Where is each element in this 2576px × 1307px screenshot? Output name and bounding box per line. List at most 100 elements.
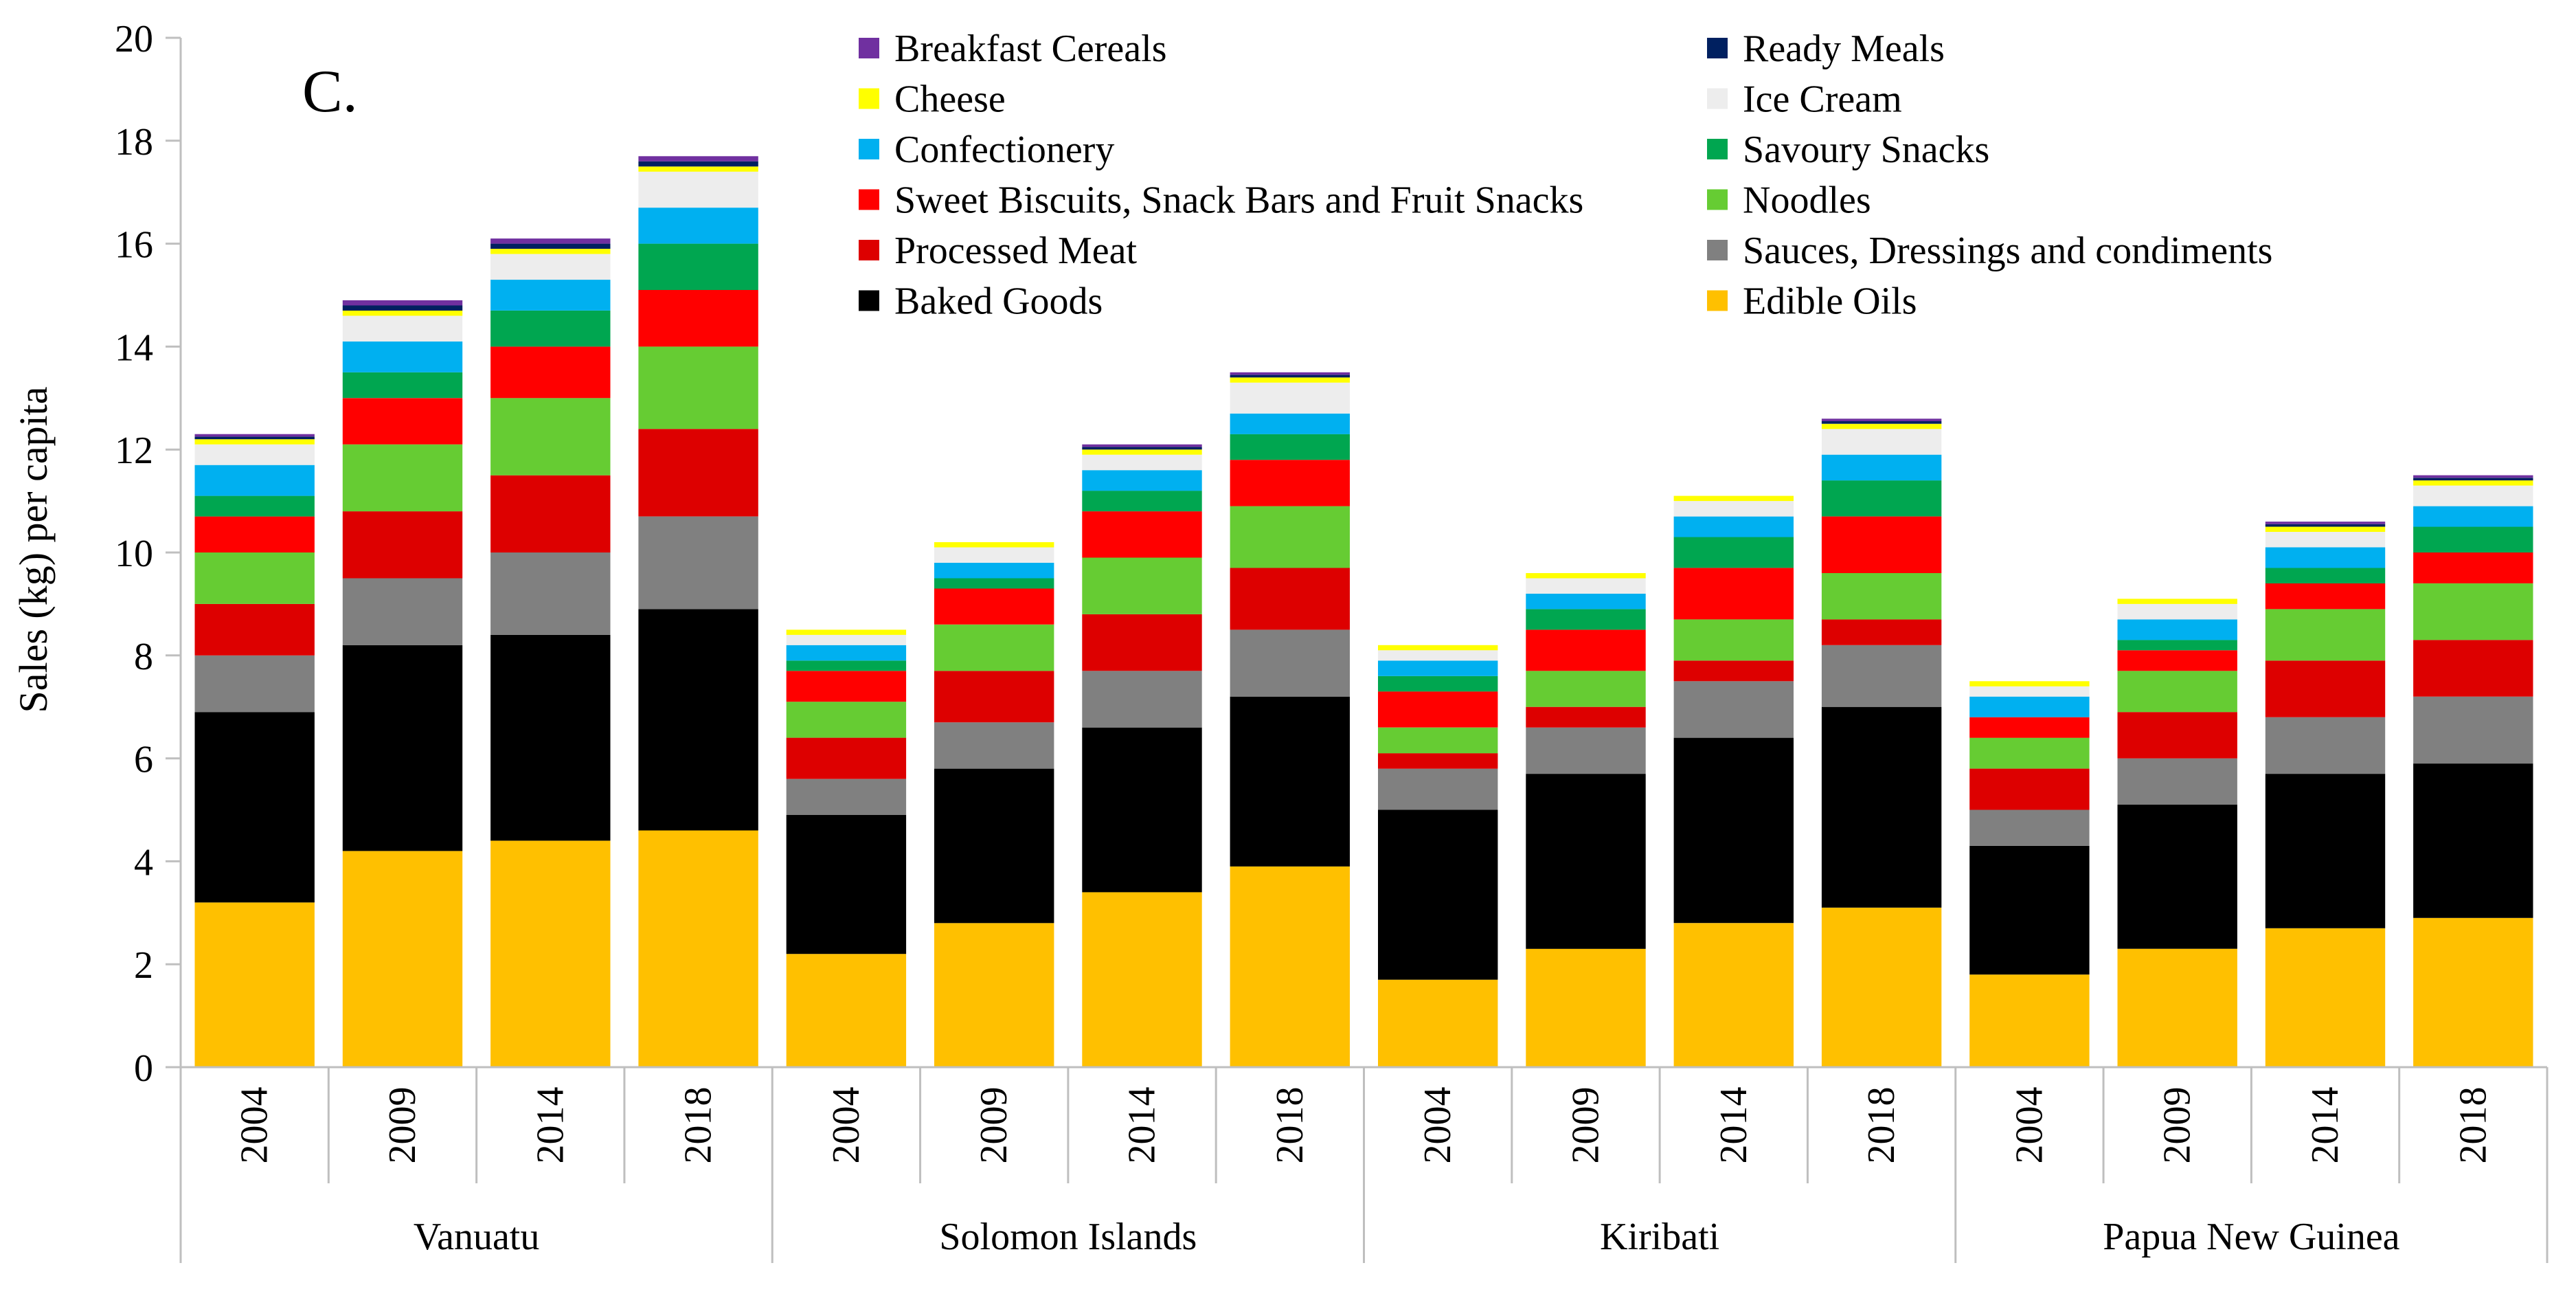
bar-segment-savoury-snacks bbox=[1378, 675, 1498, 692]
bar-segment-sweet-biscuits-snack-bars-and-fruit-snacks bbox=[1082, 511, 1202, 558]
y-axis-title: Sales (kg) per capita bbox=[11, 386, 56, 713]
bar-segment-ready-meals bbox=[1230, 375, 1350, 378]
x-tick-label: 2014 bbox=[2304, 1087, 2347, 1164]
bar-segment-edible-oils bbox=[1821, 907, 1942, 1067]
y-tick-label: 0 bbox=[134, 1047, 153, 1090]
bar-segment-cheese bbox=[1082, 449, 1202, 455]
y-tick-label: 16 bbox=[115, 224, 153, 267]
bar-segment-ready-meals bbox=[1082, 447, 1202, 450]
bar-segment-sweet-biscuits-snack-bars-and-fruit-snacks bbox=[934, 588, 1054, 625]
bar-segment-ready-meals bbox=[2413, 478, 2533, 481]
bar-segment-ice-cream bbox=[786, 634, 907, 645]
legend-label: Processed Meat bbox=[894, 230, 1137, 272]
bar-segment-savoury-snacks bbox=[2265, 568, 2386, 583]
bar-segment-sweet-biscuits-snack-bars-and-fruit-snacks bbox=[786, 671, 907, 702]
bar-segment-sauces-dressings-and-condiments bbox=[1969, 809, 2090, 846]
bar-segment-savoury-snacks bbox=[1082, 491, 1202, 512]
bar-segment-cheese bbox=[490, 249, 611, 254]
x-tick-label: 2018 bbox=[1860, 1087, 1903, 1164]
legend-swatch bbox=[859, 88, 879, 109]
bar-segment-edible-oils bbox=[490, 840, 611, 1067]
bar-segment-cheese bbox=[1378, 645, 1498, 651]
legend-item-sauces-dressings-and-condiments: Sauces, Dressings and condiments bbox=[1707, 230, 2272, 272]
legend-item-confectionery: Confectionery bbox=[859, 129, 1114, 171]
bar-segment-baked-goods bbox=[1230, 696, 1350, 867]
bar-segment-processed-meat bbox=[194, 603, 315, 656]
x-tick-label: 2014 bbox=[1713, 1087, 1755, 1164]
x-tick-label: 2004 bbox=[1416, 1087, 1459, 1164]
bar-segment-ready-meals bbox=[490, 243, 611, 249]
x-tick-label: 2009 bbox=[973, 1087, 1015, 1164]
bar-segment-ice-cream bbox=[934, 547, 1054, 563]
bar-segment-cheese bbox=[934, 542, 1054, 548]
bar-segment-noodles bbox=[1969, 737, 2090, 769]
legend-label: Baked Goods bbox=[894, 280, 1103, 323]
bar-segment-savoury-snacks bbox=[1821, 480, 1942, 517]
legend-item-ice-cream: Ice Cream bbox=[1707, 78, 1902, 121]
bar-segment-sweet-biscuits-snack-bars-and-fruit-snacks bbox=[490, 346, 611, 399]
bar-segment-ready-meals bbox=[638, 161, 758, 167]
bar-segment-baked-goods bbox=[638, 609, 758, 831]
bar-segment-baked-goods bbox=[1821, 706, 1942, 908]
bar-segment-savoury-snacks bbox=[1673, 537, 1794, 568]
bar-segment-ready-meals bbox=[1821, 421, 1942, 424]
bar-segment-savoury-snacks bbox=[490, 311, 611, 347]
bar-segment-ice-cream bbox=[1082, 454, 1202, 471]
bar-segment-baked-goods bbox=[2413, 763, 2533, 918]
bar-segment-baked-goods bbox=[490, 634, 611, 841]
x-group-label: Papua New Guinea bbox=[2103, 1216, 2399, 1258]
bar-segment-ice-cream bbox=[1378, 650, 1498, 661]
bar-segment-sauces-dressings-and-condiments bbox=[1821, 645, 1942, 707]
bar-segment-sweet-biscuits-snack-bars-and-fruit-snacks bbox=[194, 516, 315, 552]
bar-segment-sauces-dressings-and-condiments bbox=[194, 655, 315, 713]
bar-segment-cheese bbox=[1230, 377, 1350, 383]
bar-segment-sauces-dressings-and-condiments bbox=[1230, 629, 1350, 697]
bar-segment-noodles bbox=[2413, 583, 2533, 640]
bar-segment-edible-oils bbox=[1082, 892, 1202, 1067]
bar-segment-cheese bbox=[1821, 423, 1942, 429]
bar-segment-noodles bbox=[194, 552, 315, 604]
bar-segment-noodles bbox=[1821, 573, 1942, 620]
bar-segment-edible-oils bbox=[342, 851, 463, 1067]
bar-segment-confectionery bbox=[638, 208, 758, 244]
legend-label: Ready Meals bbox=[1743, 27, 1945, 70]
bar-segment-savoury-snacks bbox=[2117, 640, 2237, 651]
legend-swatch bbox=[1707, 88, 1728, 109]
bar-segment-ice-cream bbox=[1230, 382, 1350, 414]
bar-segment-cheese bbox=[342, 311, 463, 316]
legend-item-breakfast-cereals: Breakfast Cereals bbox=[859, 27, 1166, 70]
bar-segment-confectionery bbox=[1969, 696, 2090, 717]
bar-segment-breakfast-cereals bbox=[2265, 522, 2386, 524]
legend-swatch bbox=[1707, 189, 1728, 210]
bar-segment-baked-goods bbox=[1969, 845, 2090, 975]
bar-segment-baked-goods bbox=[342, 645, 463, 851]
bar-segment-sauces-dressings-and-condiments bbox=[2265, 717, 2386, 774]
bar-segment-noodles bbox=[1526, 671, 1646, 707]
x-tick-label: 2004 bbox=[2008, 1087, 2050, 1164]
legend-label: Breakfast Cereals bbox=[894, 27, 1166, 70]
bar-segment-breakfast-cereals bbox=[490, 238, 611, 244]
x-tick-label: 2018 bbox=[2452, 1087, 2494, 1164]
x-tick-label: 2009 bbox=[2156, 1087, 2199, 1164]
bar-segment-savoury-snacks bbox=[1526, 609, 1646, 630]
x-tick-label: 2014 bbox=[529, 1087, 572, 1164]
bar-segment-sweet-biscuits-snack-bars-and-fruit-snacks bbox=[342, 398, 463, 445]
bar-segment-sauces-dressings-and-condiments bbox=[2413, 696, 2533, 764]
bar-segment-cheese bbox=[1969, 681, 2090, 686]
bar-segment-noodles bbox=[1673, 619, 1794, 661]
bar-segment-processed-meat bbox=[1230, 568, 1350, 630]
bar-segment-edible-oils bbox=[194, 902, 315, 1067]
bar-segment-sweet-biscuits-snack-bars-and-fruit-snacks bbox=[1969, 717, 2090, 738]
bar-segment-confectionery bbox=[490, 280, 611, 311]
bar-segment-savoury-snacks bbox=[934, 578, 1054, 589]
bar-segment-confectionery bbox=[2117, 619, 2237, 640]
x-tick-label: 2004 bbox=[825, 1087, 868, 1164]
x-tick-label: 2018 bbox=[677, 1087, 720, 1164]
bar-segment-savoury-snacks bbox=[1230, 434, 1350, 460]
x-tick-label: 2018 bbox=[1269, 1087, 1311, 1164]
bar-segment-processed-meat bbox=[342, 511, 463, 579]
bar-segment-ice-cream bbox=[1673, 501, 1794, 517]
bar-segment-breakfast-cereals bbox=[1230, 372, 1350, 375]
bar-segment-processed-meat bbox=[2117, 712, 2237, 759]
bar-segment-cheese bbox=[638, 166, 758, 172]
